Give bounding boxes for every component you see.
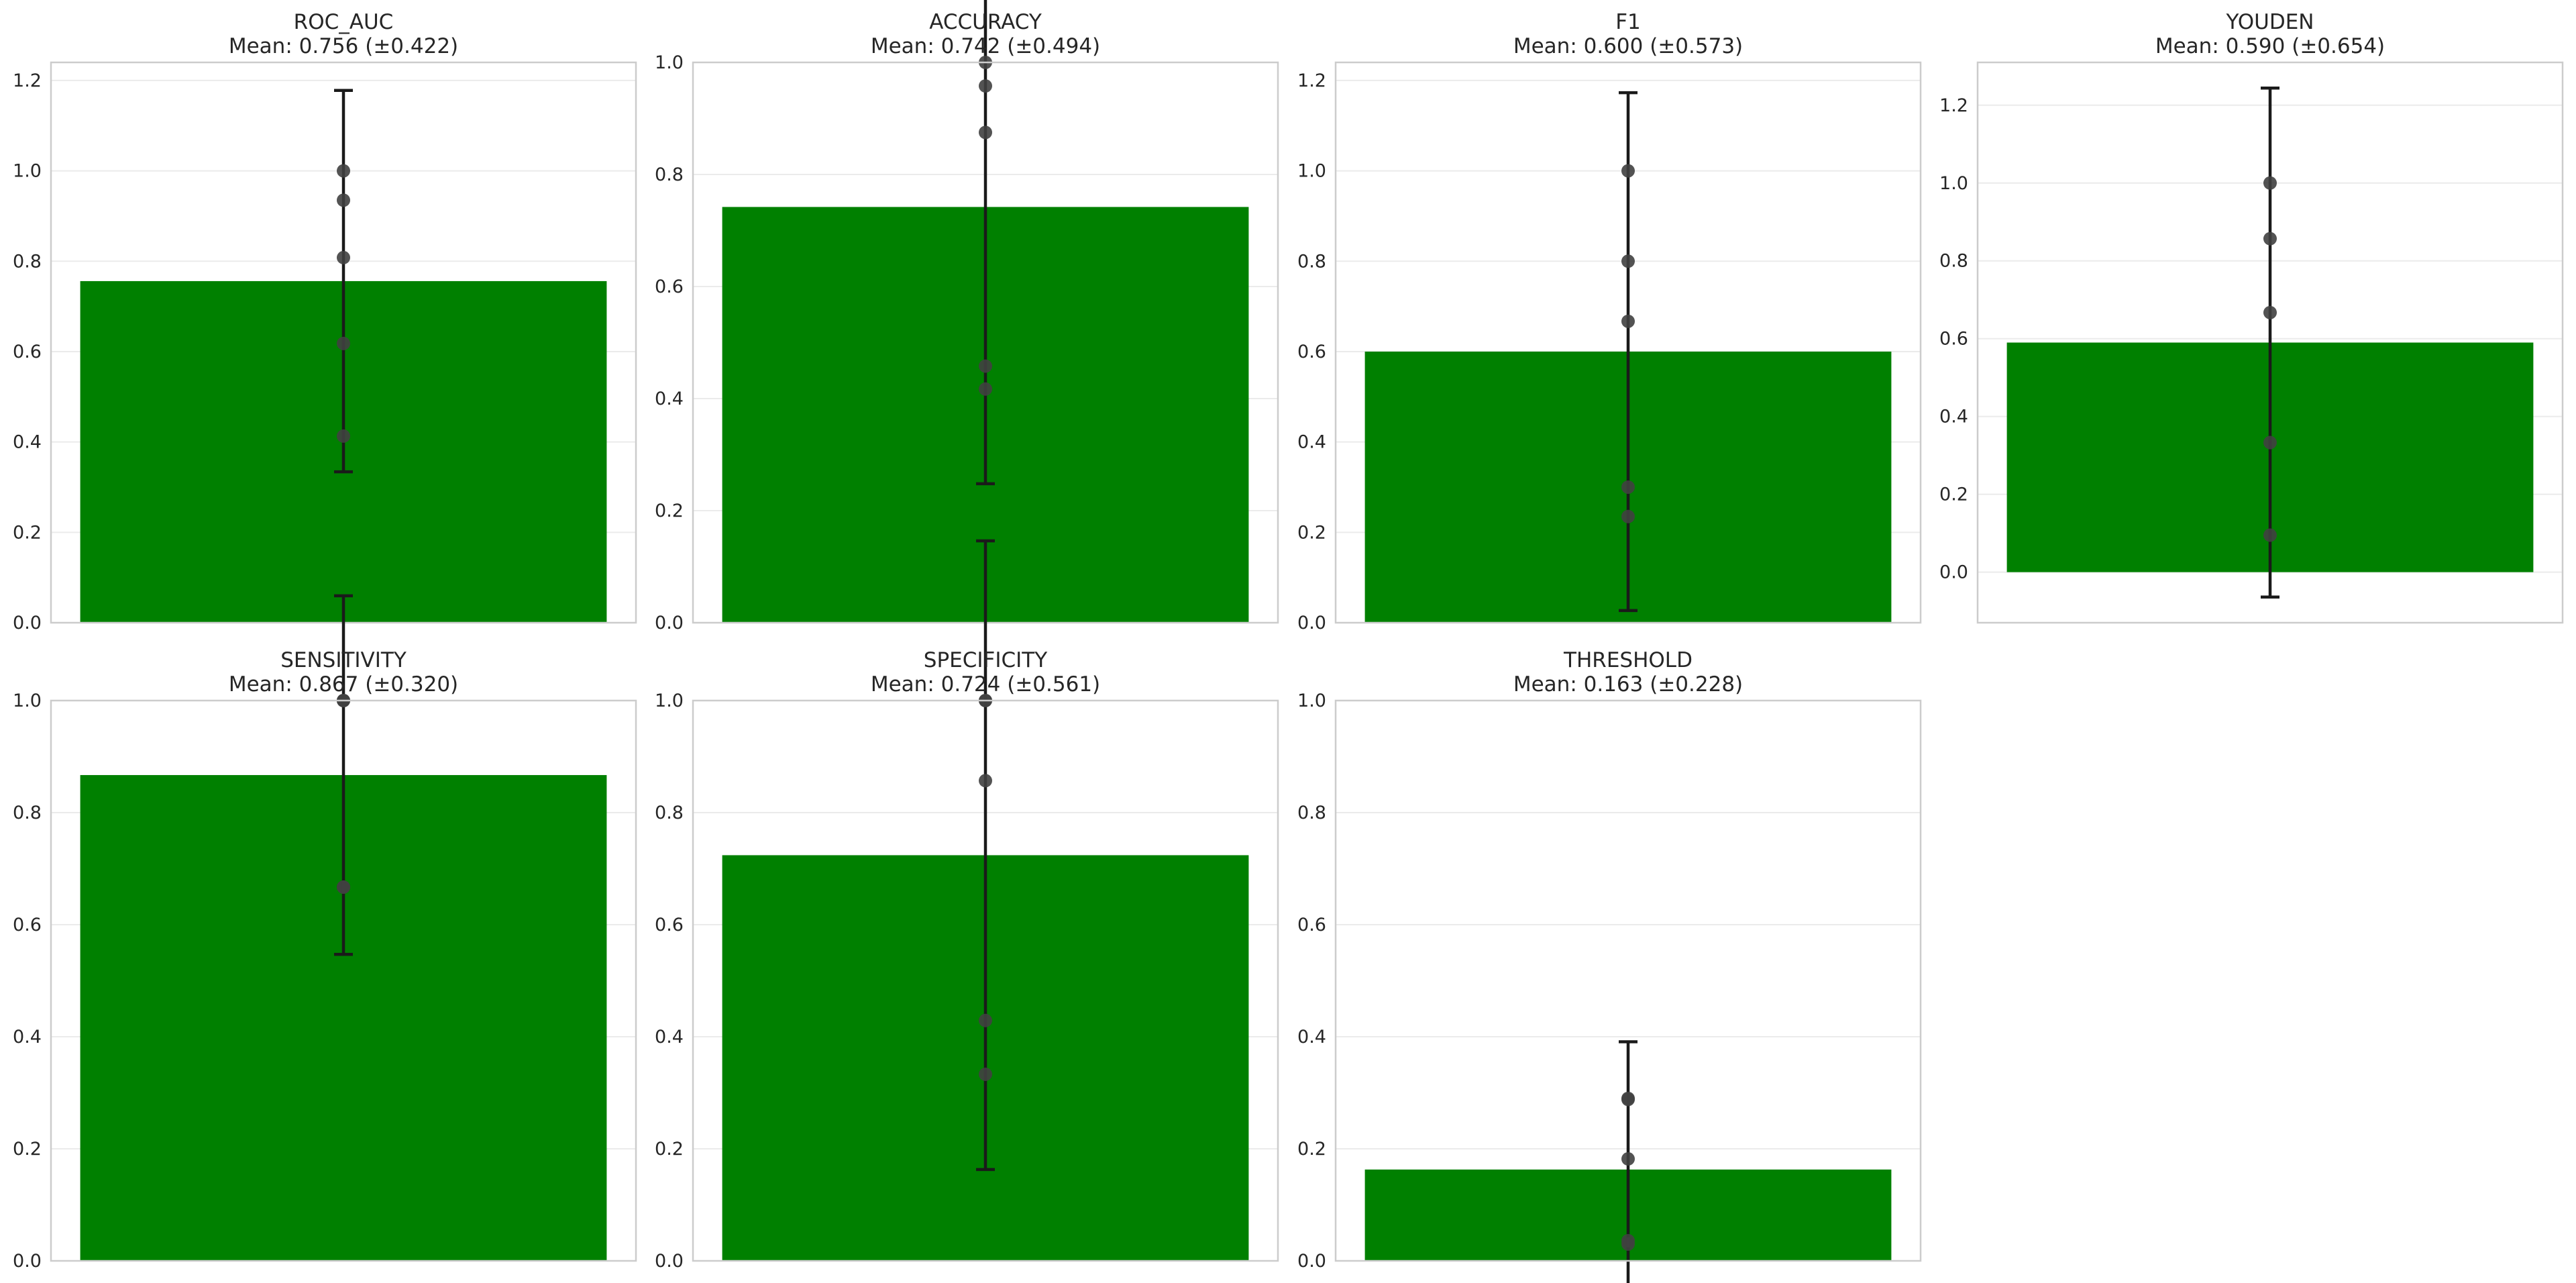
data-point [1621,314,1635,328]
y-tick-label: 1.2 [1297,70,1326,91]
y-tick-label: 1.0 [13,690,42,711]
y-tick-label: 0.6 [655,915,684,935]
axes-frame [1334,699,1922,1262]
chart-title: SPECIFICITY [924,648,1047,672]
y-tick-label: 0.6 [1297,915,1326,935]
y-tick-label: 0.6 [13,342,42,362]
y-tick-label: 0.2 [1297,522,1326,543]
y-tick-label: 0.8 [655,803,684,823]
axes-frame [692,699,1279,1262]
y-tick-label: 1.2 [13,70,42,91]
y-tick-label: 1.0 [655,690,684,711]
chart-subtitle: Mean: 0.742 (±0.494) [871,34,1100,58]
data-point [337,250,350,264]
y-tick-label: 1.0 [1297,690,1326,711]
y-tick-label: 0.0 [13,1251,42,1272]
y-tick-label: 0.0 [655,613,684,633]
data-point [337,880,350,894]
y-tick-label: 1.0 [1939,173,1968,194]
y-tick-label: 0.4 [13,1027,42,1047]
y-tick-label: 0.6 [655,276,684,297]
y-tick-label: 0.4 [13,432,42,453]
chart-title: THRESHOLD [1563,648,1693,672]
y-tick-label: 0.8 [13,803,42,823]
y-tick-label: 0.2 [655,1139,684,1160]
data-point [2263,528,2277,542]
y-tick-label: 0.6 [1939,329,1968,350]
chart-title: F1 [1615,10,1641,34]
data-point [1621,254,1635,268]
y-tick-label: 1.0 [13,161,42,182]
y-tick-label: 0.0 [13,613,42,633]
y-tick-label: 1.0 [655,52,684,73]
y-tick-label: 0.8 [1297,251,1326,272]
y-tick-label: 0.2 [1939,484,1968,505]
data-point [2263,232,2277,246]
y-tick-label: 0.0 [1297,1251,1326,1272]
chart-subtitle: Mean: 0.163 (±0.228) [1513,672,1743,697]
y-tick-label: 0.4 [655,1027,684,1047]
data-point [1621,480,1635,494]
y-tick-label: 0.2 [13,1139,42,1160]
y-tick-label: 0.0 [655,1251,684,1272]
y-tick-label: 0.2 [655,501,684,521]
y-tick-label: 0.4 [655,389,684,409]
data-point [2263,176,2277,190]
data-point [979,359,992,373]
chart-subtitle: Mean: 0.724 (±0.561) [871,672,1100,697]
y-tick-label: 1.0 [1297,161,1326,182]
y-tick-label: 0.4 [1939,407,1968,427]
y-tick-label: 1.2 [1939,95,1968,116]
chart-title: SENSITIVITY [280,648,407,672]
chart-title: ROC_AUC [294,10,394,34]
data-point [979,1067,992,1081]
y-tick-label: 0.8 [1297,803,1326,823]
axes-frame [1976,61,2564,624]
data-point [2263,435,2277,450]
data-point [337,193,350,207]
data-point [1621,1092,1635,1107]
chart-title: ACCURACY [929,10,1042,34]
data-point [1621,1152,1635,1166]
y-tick-label: 0.0 [1297,613,1326,633]
y-tick-label: 0.2 [1297,1139,1326,1160]
data-point [337,336,350,350]
chart-subtitle: Mean: 0.600 (±0.573) [1513,34,1743,58]
data-point [337,164,350,178]
data-point [337,429,350,443]
y-tick-label: 0.6 [13,915,42,935]
y-tick-label: 0.2 [13,522,42,543]
chart-title: YOUDEN [2226,10,2314,34]
axes-frame [50,699,637,1262]
y-tick-label: 0.4 [1297,1027,1326,1047]
y-tick-label: 0.8 [655,164,684,185]
data-point [979,382,992,396]
data-point [979,79,992,93]
data-point [1621,1237,1635,1251]
chart-subtitle: Mean: 0.867 (±0.320) [229,672,458,697]
y-tick-label: 0.8 [1939,251,1968,272]
data-point [1621,509,1635,523]
y-tick-label: 0.8 [13,251,42,272]
axes-frame [1334,61,1922,624]
data-point [1621,164,1635,178]
chart-subtitle: Mean: 0.756 (±0.422) [229,34,458,58]
y-tick-label: 0.0 [1939,562,1968,583]
data-point [979,1013,992,1027]
y-tick-label: 0.4 [1297,432,1326,453]
data-point [979,774,992,788]
chart-subtitle: Mean: 0.590 (±0.654) [2155,34,2385,58]
data-point [2263,305,2277,319]
data-point [979,125,992,140]
y-tick-label: 0.6 [1297,342,1326,362]
